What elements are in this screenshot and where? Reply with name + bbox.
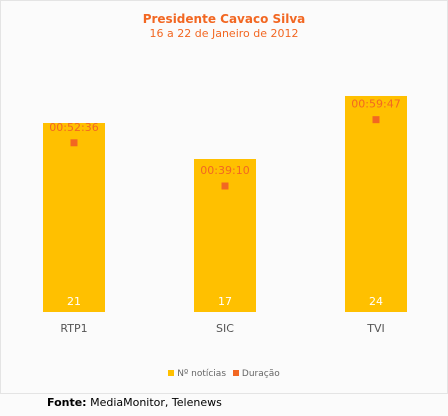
duration-point-sic xyxy=(221,182,229,190)
duration-value-label: 00:39:10 xyxy=(200,164,249,177)
bar-value-label: 21 xyxy=(67,295,81,308)
duration-value-label: 00:52:36 xyxy=(49,121,98,134)
category-label: SIC xyxy=(216,322,234,335)
duration-value-label: 00:59:47 xyxy=(351,98,400,111)
bar-tvi xyxy=(345,96,407,312)
legend-swatch-duracao xyxy=(232,370,239,376)
legend-swatch-noticias xyxy=(168,370,175,376)
legend-item-duracao[interactable]: Duração xyxy=(232,369,280,379)
chart-plot: 21 00:52:36 RTP1 17 00:39:10 SIC 24 00:59:47 TVI xyxy=(43,96,407,335)
bar-rtp1 xyxy=(43,123,105,312)
legend-label-noticias: Nº notícias xyxy=(177,369,227,379)
source-note: Fonte: MediaMonitor, Telenews xyxy=(47,396,222,409)
chart-title: Presidente Cavaco Silva xyxy=(142,12,306,26)
duration-point-tvi xyxy=(372,116,380,124)
source-label: Fonte: xyxy=(47,396,87,409)
source-text: MediaMonitor, Telenews xyxy=(90,396,222,409)
category-label: TVI xyxy=(366,322,385,335)
legend-label-duracao: Duração xyxy=(241,369,280,379)
legend-item-noticias[interactable]: Nº notícias xyxy=(168,369,226,379)
bar-value-label: 24 xyxy=(369,295,383,308)
bar-sic xyxy=(194,159,256,312)
duration-point-rtp1 xyxy=(70,139,78,147)
chart-legend: Nº notícias Duração xyxy=(0,369,448,379)
chart-subtitle: 16 a 22 de Janeiro de 2012 xyxy=(149,27,299,40)
category-label: RTP1 xyxy=(60,322,87,335)
bar-value-label: 17 xyxy=(218,295,232,308)
